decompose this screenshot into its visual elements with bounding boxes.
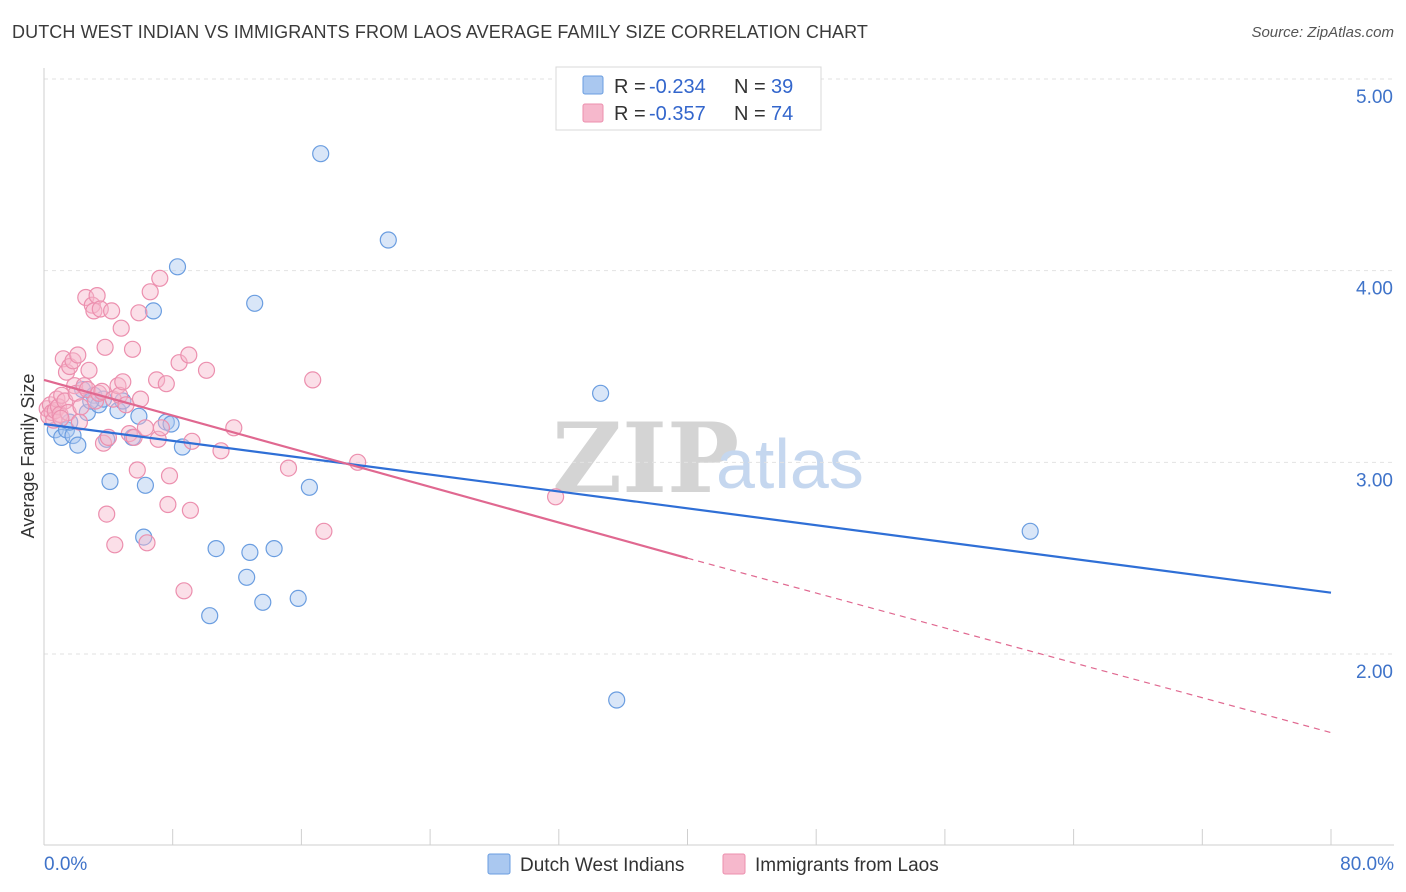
y-tick-label-3.00: 3.00 (1356, 470, 1393, 491)
chart-title: DUTCH WEST INDIAN VS IMMIGRANTS FROM LAO… (12, 22, 869, 42)
data-point (152, 419, 170, 437)
legend-n-label-1: N = (734, 76, 766, 98)
data-point (98, 505, 116, 523)
legend-n-value-1: 39 (771, 76, 793, 98)
data-point (148, 371, 166, 389)
gridlines (44, 78, 1394, 655)
data-point (112, 319, 130, 337)
y-tick-labels: 2.00 3.00 4.00 5.00 (1356, 87, 1393, 683)
series-immigrants-from-laos (38, 269, 565, 600)
series-legend: Dutch West Indians Immigrants from Laos (487, 853, 939, 876)
data-point (69, 436, 87, 454)
data-point (197, 361, 216, 379)
y-axis-label: Average Family Size (18, 374, 38, 539)
data-point (201, 607, 219, 625)
data-point (591, 384, 610, 402)
y-tick-label-2.00: 2.00 (1356, 662, 1393, 683)
data-point (315, 522, 333, 540)
data-point (265, 539, 283, 558)
source-credit: Source: ZipAtlas.com (1251, 24, 1394, 41)
bottom-legend-label-2: Immigrants from Laos (755, 855, 939, 876)
data-point (123, 340, 142, 358)
bottom-legend-swatch-pink (722, 853, 746, 875)
data-point (254, 593, 272, 611)
data-point (106, 536, 124, 554)
data-point (151, 269, 169, 287)
legend-swatch-pink (582, 103, 604, 123)
data-point (289, 589, 307, 608)
data-point (157, 375, 175, 393)
data-point (300, 478, 318, 496)
data-point (159, 495, 177, 514)
y-tick-label-5.00: 5.00 (1356, 87, 1393, 108)
data-point (379, 231, 397, 249)
data-point (96, 338, 114, 356)
data-point (160, 467, 179, 485)
series-dutch-west-indians (46, 145, 1039, 709)
x-tick-label-min: 0.0% (44, 854, 87, 875)
bottom-legend-swatch-blue (487, 853, 511, 875)
data-point (72, 398, 90, 416)
data-point (130, 304, 148, 322)
watermark-zip: ZIP (552, 402, 739, 515)
data-point (1021, 522, 1039, 540)
data-point (136, 476, 154, 494)
data-point (180, 346, 198, 364)
x-tick-label-max: 80.0% (1340, 854, 1394, 875)
data-point (246, 294, 264, 312)
trend-lines (43, 378, 1332, 734)
data-point (238, 568, 256, 586)
data-point (144, 302, 162, 320)
data-point (128, 461, 146, 479)
data-point (312, 145, 330, 163)
legend-n-label-2: N = (734, 103, 766, 125)
x-axis-ticks (43, 829, 1332, 845)
legend-r-label-2: R = (614, 103, 646, 125)
trend-line-blue (43, 422, 1332, 594)
data-point (88, 287, 106, 305)
watermark: ZIP atlas (552, 402, 864, 515)
data-point (101, 472, 119, 491)
data-point (608, 691, 626, 709)
data-point (304, 371, 322, 389)
data-point (181, 501, 199, 519)
data-point (136, 419, 154, 437)
data-point (102, 302, 121, 320)
trend-line-extension-pink (687, 557, 1332, 734)
data-point (279, 459, 298, 477)
correlation-legend: R = -0.234 N = 39 R = -0.357 N = 74 (555, 66, 822, 131)
data-point (183, 432, 201, 450)
legend-r-value-2: -0.357 (649, 103, 706, 125)
legend-swatch-blue (582, 75, 604, 95)
y-tick-label-4.00: 4.00 (1356, 279, 1393, 300)
data-point (241, 543, 259, 562)
legend-r-value-1: -0.234 (649, 76, 706, 98)
data-point (69, 346, 87, 364)
data-point (80, 361, 98, 379)
bottom-legend-label-1: Dutch West Indians (520, 855, 684, 876)
data-point (52, 409, 70, 427)
data-point (546, 488, 565, 506)
data-point (175, 582, 193, 600)
data-point (207, 539, 225, 558)
data-point (141, 283, 159, 301)
trend-line-pink (43, 378, 688, 560)
legend-r-label-1: R = (614, 76, 646, 98)
legend-n-value-2: 74 (771, 103, 793, 125)
data-point (114, 373, 132, 391)
data-point (212, 442, 230, 460)
watermark-atlas: atlas (716, 425, 864, 503)
data-point (138, 534, 156, 552)
data-point (168, 258, 187, 276)
